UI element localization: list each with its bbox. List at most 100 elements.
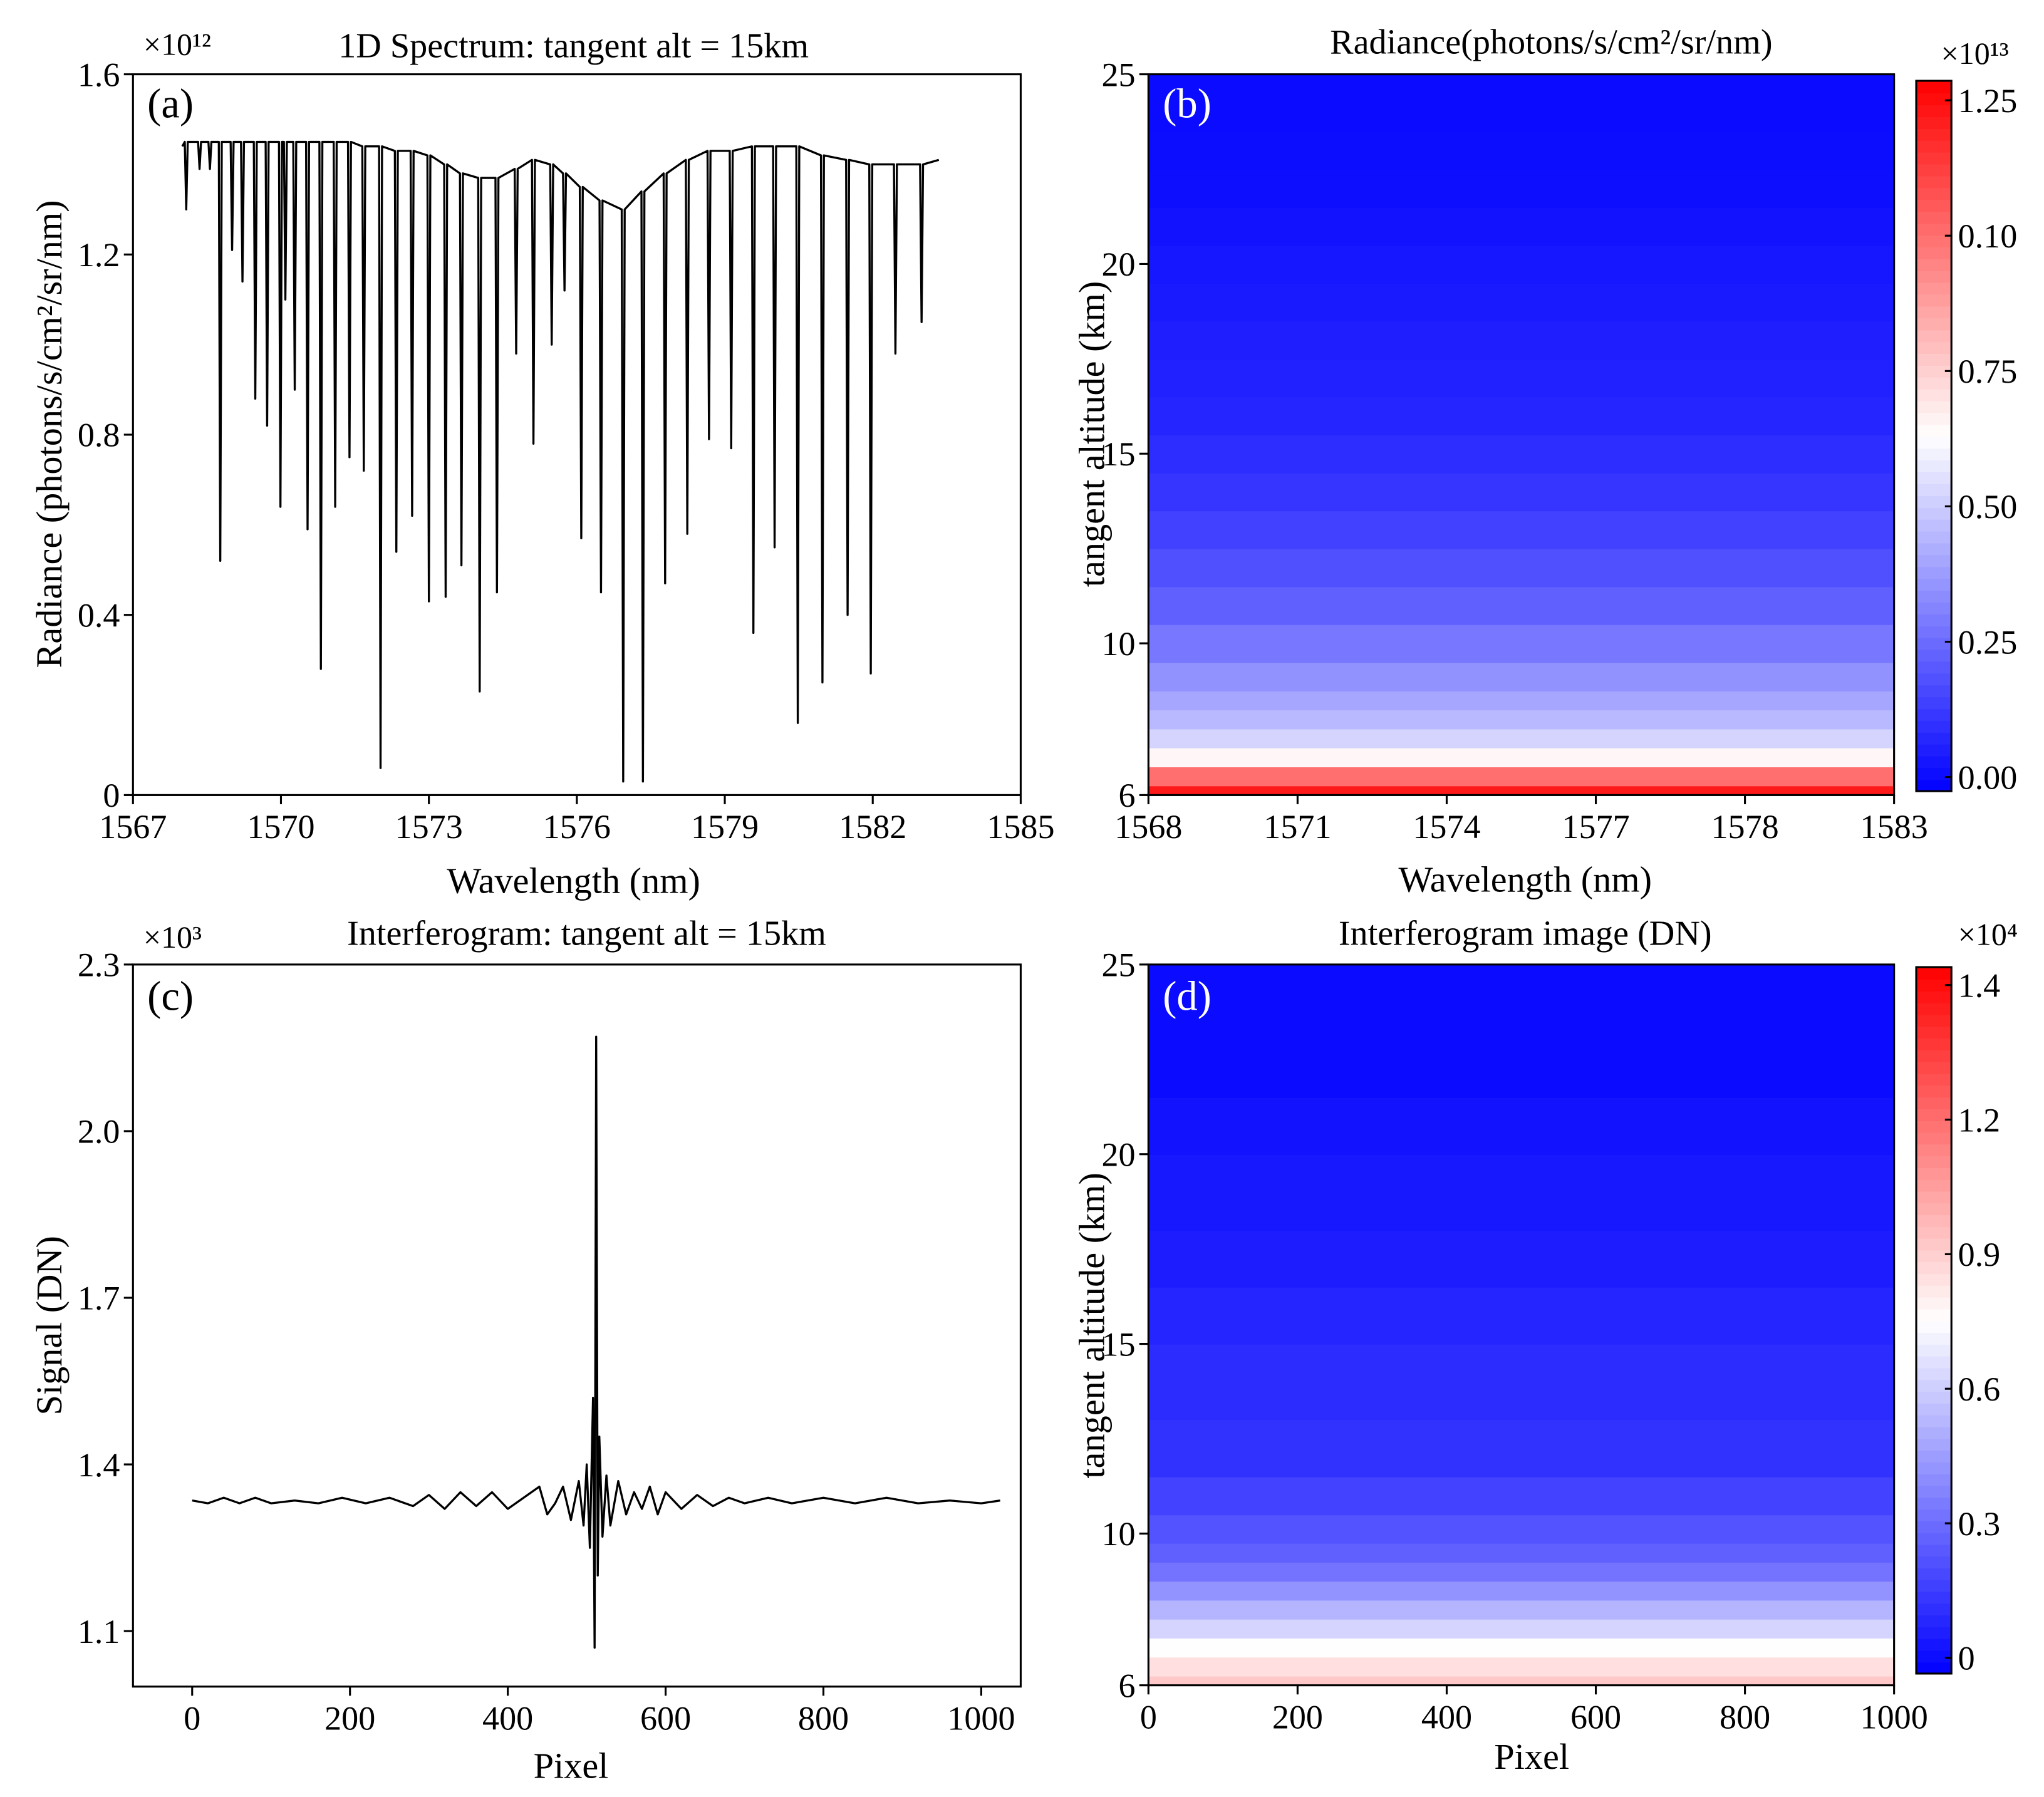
colorbar-step (1916, 577, 1952, 591)
y-tick-label: 15 (1101, 1325, 1135, 1363)
multiplier: ×10¹³ (1941, 36, 2009, 71)
colorbar-step (1916, 329, 1952, 343)
colorbar-step (1916, 1226, 1952, 1239)
colorbar-step (1916, 673, 1952, 686)
heat-band (1148, 74, 1894, 94)
heat-band (1148, 690, 1894, 711)
colorbar-step (1916, 779, 1952, 792)
x-tick-label: 1000 (947, 1699, 1015, 1737)
colorbar-step (1916, 1297, 1952, 1310)
heat-band (1148, 964, 1894, 1022)
heat-band (1148, 1581, 1894, 1601)
x-tick-label: 1000 (1860, 1698, 1928, 1736)
colorbar-step (1916, 1508, 1952, 1521)
heat-band (1148, 510, 1894, 549)
colorbar-step (1916, 234, 1952, 247)
heat-band (1148, 131, 1894, 170)
colorbar-step (1916, 1520, 1952, 1533)
heat-band (1148, 785, 1894, 795)
colorbar-step (1916, 495, 1952, 508)
heat-band (1148, 1097, 1894, 1155)
colorbar-step (1916, 128, 1952, 141)
colorbar-step (1916, 1085, 1952, 1098)
colorbar-step (1916, 116, 1952, 129)
x-tick-label: 200 (324, 1699, 375, 1737)
colorbar-step (1916, 1532, 1952, 1545)
y-tick-label: 25 (1101, 946, 1135, 984)
y-tick-label: 2.3 (78, 946, 120, 984)
colorbar-step (1916, 210, 1952, 224)
x-tick-label: 200 (1272, 1698, 1323, 1736)
colorbar-step (1916, 318, 1952, 331)
heat-band (1148, 169, 1894, 208)
x-tick-label: 400 (1421, 1698, 1472, 1736)
colorbar-step (1916, 1496, 1952, 1510)
multiplier: ×10⁴ (1958, 917, 2018, 952)
heat-band (1148, 396, 1894, 436)
colorbar-tick-label: 0.9 (1958, 1236, 2001, 1273)
colorbar-step (1916, 1355, 1952, 1369)
colorbar-step (1916, 1650, 1952, 1663)
colorbar-step (1916, 1626, 1952, 1639)
colorbar-step (1916, 1638, 1952, 1651)
colorbar-step (1916, 685, 1952, 698)
colorbar-step (1916, 1614, 1952, 1627)
colorbar-step (1916, 1285, 1952, 1298)
x-tick-label: 800 (1720, 1698, 1770, 1736)
x-tick-label: 1567 (99, 808, 167, 846)
colorbar-step (1916, 967, 1952, 980)
y-tick-label: 1.7 (78, 1280, 120, 1317)
colorbar-frame (1915, 80, 1953, 792)
spectrum-line (192, 1035, 1000, 1649)
colorbar-step (1916, 1390, 1952, 1404)
colorbar-step (1916, 1203, 1952, 1216)
x-tick-label: 1570 (247, 808, 314, 846)
colorbar-step (1916, 507, 1952, 520)
y-tick-label: 6 (1118, 777, 1135, 814)
y-tick-label: 1.4 (78, 1446, 120, 1484)
heat-band (1148, 245, 1894, 284)
colorbar-step (1916, 1261, 1952, 1275)
colorbar-step (1916, 732, 1952, 745)
colorbar-step (1916, 140, 1952, 153)
colorbar-step (1916, 554, 1952, 567)
colorbar-step (1916, 720, 1952, 733)
y-tick-label: 20 (1101, 246, 1135, 283)
y-tick-label: 10 (1101, 1515, 1135, 1553)
colorbar-step (1916, 625, 1952, 638)
colorbar-tick-label: 0.6 (1958, 1370, 2001, 1408)
x-axis-label: Pixel (534, 1745, 609, 1786)
colorbar-step (1916, 1014, 1952, 1027)
heat-band (1148, 93, 1894, 132)
colorbar-step (1916, 1320, 1952, 1334)
y-axis-label: Signal (DN) (29, 1236, 70, 1415)
colorbar-step (1916, 1308, 1952, 1322)
heat-band (1148, 1230, 1894, 1288)
colorbar-step (1916, 246, 1952, 259)
y-tick-label: 6 (1118, 1667, 1135, 1704)
colorbar-step (1916, 649, 1952, 662)
heat-band (1148, 1154, 1894, 1231)
colorbar-step (1916, 163, 1952, 177)
y-axis-label: Radiance (photons/s/cm²/sr/nm) (29, 200, 70, 668)
colorbar-step (1916, 519, 1952, 532)
chart-title: Interferogram: tangent alt = 15km (347, 914, 826, 953)
colorbar-step (1916, 1426, 1952, 1439)
x-tick-label: 1573 (395, 808, 463, 846)
x-tick-label: 1579 (691, 808, 759, 846)
heat-band (1148, 1543, 1894, 1563)
colorbar-step (1916, 1061, 1952, 1074)
heat-band (1148, 662, 1894, 691)
colorbar-step (1916, 1096, 1952, 1109)
colorbar-tick-label: 0.00 (1958, 759, 2018, 796)
y-tick-label: 1.6 (78, 56, 120, 93)
heat-band (1148, 1287, 1894, 1345)
colorbar-step (1916, 1555, 1952, 1569)
colorbar-step (1916, 104, 1952, 117)
plot-frame (132, 963, 1022, 1688)
colorbar-step (1916, 1473, 1952, 1486)
colorbar-step (1916, 388, 1952, 401)
y-tick-label: 1.2 (78, 236, 120, 274)
colorbar-tick-label: 1.2 (1958, 1101, 2001, 1139)
